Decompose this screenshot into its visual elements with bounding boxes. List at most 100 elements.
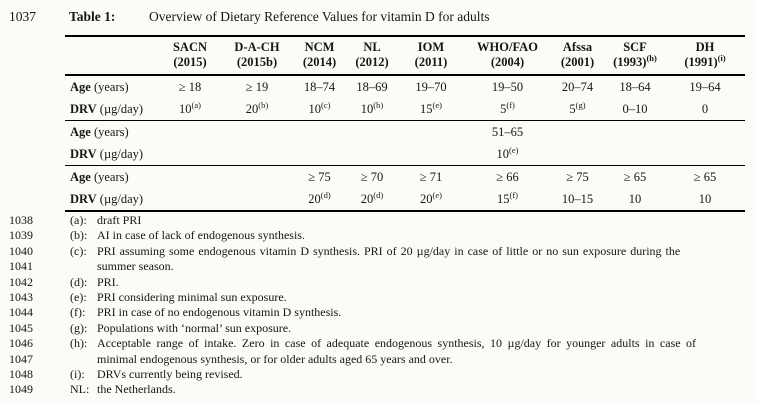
column-header-scf: SCF (1993)(h) [605, 36, 665, 76]
drv-cell: 10–15 [561, 191, 594, 206]
drv-cell: 10(b) [347, 98, 397, 121]
age-cell: ≥ 19 [245, 79, 269, 94]
line-number: 1037 [9, 9, 36, 24]
age-cell: 18–74 [303, 79, 336, 94]
column-header-afssa: Afssa (2001) [550, 36, 605, 76]
age-cell: 19–70 [415, 79, 447, 94]
footnote-line-c-cont: 1041 summer season. [0, 259, 750, 274]
drv-cell: 15(e) [397, 98, 465, 121]
age-cell [347, 121, 397, 144]
age-cell: ≥ 70 [360, 169, 384, 184]
drv-cell [222, 143, 292, 166]
line-number: 1038 [9, 213, 33, 227]
age-cell [397, 121, 465, 144]
column-header-sacn: SACN (2015) [158, 36, 222, 76]
row-label-drv: DRV (µg/day) [65, 143, 158, 166]
drv-cell [665, 143, 745, 166]
age-cell: 18–64 [619, 79, 651, 94]
drv-cell [158, 188, 222, 211]
footnote-text: minimal endogenous synthesis, or for old… [97, 351, 453, 366]
footnote-line-a: 1038 (a): draft PRI [0, 213, 750, 228]
footnotes: 1038 (a): draft PRI 1039 (b): AI in case… [0, 213, 750, 398]
footnote-line-c: 1040 (c): PRI assuming some endogenous v… [0, 244, 750, 259]
footnote-text: PRI. [97, 274, 119, 289]
footnote-text: summer season. [97, 259, 174, 274]
drv-cell: 10(e) [465, 143, 550, 166]
age-cell: ≥ 65 [693, 169, 717, 184]
footnote-label: (c): [70, 243, 87, 258]
footnote-line-b: 1039 (b): AI in case of lack of endogeno… [0, 228, 750, 243]
footnote-label: (i): [70, 367, 85, 382]
age-cell [550, 121, 605, 144]
drv-cell: 0–10 [605, 98, 665, 121]
age-cell: ≥ 75 [566, 169, 589, 184]
table-corner [65, 36, 158, 76]
footnote-label: (g): [70, 320, 88, 335]
drv-cell [292, 143, 347, 166]
age-cell: ≥ 71 [419, 169, 443, 184]
age-cell [158, 166, 222, 189]
age-row-group1: Age (years) ≥ 18 ≥ 19 18–74 18–69 19–70 … [65, 75, 745, 98]
line-number: 1049 [9, 382, 33, 397]
drv-cell [222, 188, 292, 211]
footnote-text: Acceptable range of intake. Zero in case… [97, 336, 697, 351]
column-header-dh: DH (1991)(i) [665, 36, 745, 76]
drv-cell: 0 [665, 98, 745, 121]
drv-cell: 15(f) [497, 189, 518, 206]
line-number: 1039 [9, 228, 33, 243]
drv-cell: 20(d) [360, 189, 384, 206]
drv-cell: 10(c) [292, 98, 347, 121]
age-cell: 20–74 [561, 79, 594, 94]
drv-table: SACN (2015) D-A-CH (2015b) NCM (2014) NL (20… [65, 35, 745, 212]
drv-cell: 5(f) [465, 98, 550, 121]
drv-cell: 20(b) [222, 98, 292, 121]
age-cell [605, 121, 665, 144]
line-number: 1048 [9, 367, 33, 382]
age-cell [222, 166, 292, 189]
age-cell: ≥ 66 [496, 169, 519, 184]
drv-cell [550, 143, 605, 166]
drv-row-group2: DRV (µg/day) 10(e) [65, 143, 745, 166]
footnote-line-e: 1043 (e): PRI considering minimal sun ex… [0, 290, 750, 305]
footnote-label: (f): [70, 305, 86, 320]
footnote-label [70, 352, 97, 367]
age-cell: 19–50 [491, 79, 524, 94]
line-number: 1045 [9, 320, 33, 335]
header-row: SACN (2015) D-A-CH (2015b) NCM (2014) NL (20… [65, 36, 745, 76]
table-label: Table 1: [69, 9, 116, 24]
drv-cell [158, 143, 222, 166]
drv-cell: 10 [628, 191, 642, 206]
drv-cell [605, 143, 665, 166]
footnote-line-i: 1048 (i): DRVs currently being revised. [0, 367, 750, 382]
age-cell: 51–65 [491, 124, 524, 139]
line-number: 1042 [9, 274, 33, 289]
footnote-label [70, 259, 97, 274]
age-row-group2: Age (years) 51–65 [65, 121, 745, 144]
drv-cell: 10 [698, 191, 712, 206]
age-cell: 18–69 [356, 79, 388, 94]
footnote-line-g: 1045 (g): Populations with ‘normal’ sun … [0, 321, 750, 336]
footnote-line-h: 1046 (h): Acceptable range of intake. Ze… [0, 336, 750, 351]
footnote-text: PRI considering minimal sun exposure. [97, 290, 287, 305]
footnote-text: PRI assuming some endogenous vitamin D s… [97, 243, 681, 258]
row-label-age: Age (years) [70, 169, 129, 184]
age-cell [665, 121, 745, 144]
footnote-label: (a): [70, 213, 87, 227]
drv-cell: 20(e) [420, 189, 442, 206]
drv-cell: 10(a) [158, 98, 222, 121]
row-label-age: Age (years) [70, 79, 129, 94]
column-header-ncm: NCM (2014) [292, 36, 347, 76]
age-cell: ≥ 18 [178, 79, 202, 94]
footnote-label: (d): [70, 274, 88, 289]
line-number: 1043 [9, 290, 33, 305]
footnote-text: AI in case of lack of endogenous synthes… [97, 228, 305, 243]
column-header-iom: IOM (2011) [397, 36, 465, 76]
footnote-line-d: 1042 (d): PRI. [0, 275, 750, 290]
drv-cell: 20(d) [308, 189, 331, 206]
footnote-text: DRVs currently being revised. [97, 367, 243, 382]
age-cell [222, 121, 292, 144]
line-number: 1041 [9, 259, 33, 274]
drv-cell [397, 143, 465, 166]
age-row-group3: Age (years) ≥ 75 ≥ 70 ≥ 71 ≥ 66 ≥ 75 ≥ 6… [65, 166, 745, 189]
